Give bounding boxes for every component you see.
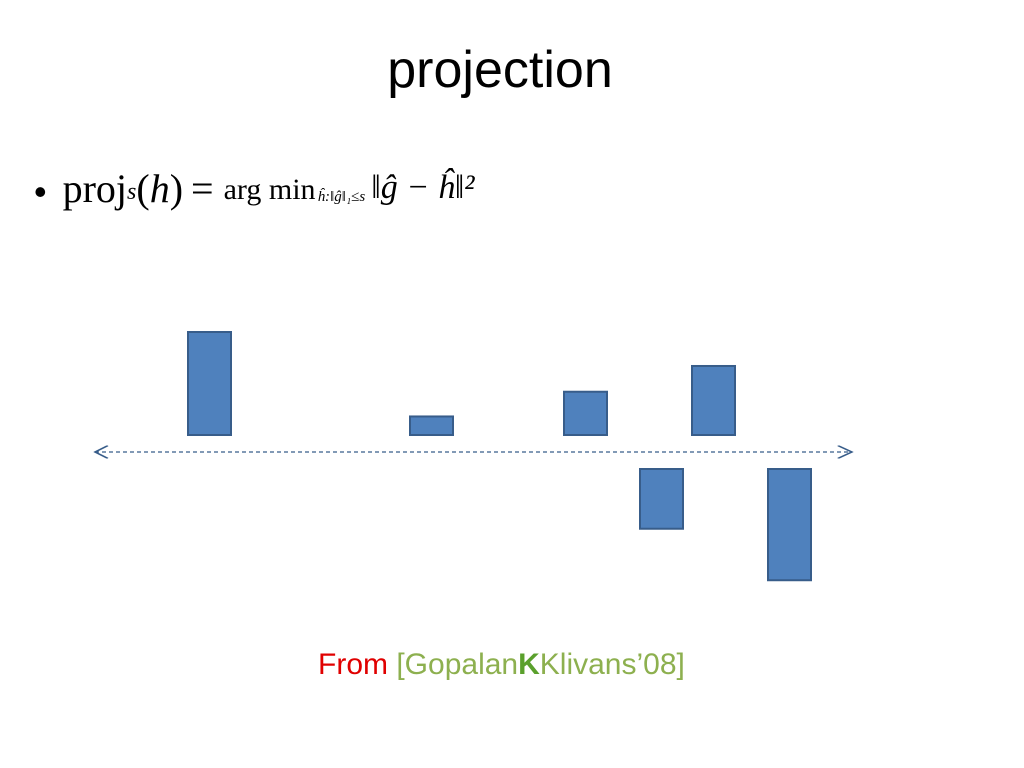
norm-expression: ‖ĝ − ĥ‖² bbox=[371, 169, 475, 206]
projection-formula: • proj s ( h ) = arg min ĥ:‖ĝ‖₁≤s ‖ĝ − ĥ… bbox=[34, 165, 474, 225]
bar-3 bbox=[563, 390, 608, 436]
citation-open: [Gopalan bbox=[396, 648, 519, 681]
bullet-dot: • bbox=[34, 171, 47, 212]
close-paren: ) bbox=[169, 166, 184, 211]
bar-1 bbox=[187, 331, 232, 436]
open-paren: ( bbox=[136, 166, 150, 211]
from-label: From bbox=[318, 648, 388, 681]
citation-bold-k: K bbox=[518, 648, 540, 681]
bar-2 bbox=[409, 415, 454, 436]
slide-title: projection bbox=[387, 41, 613, 99]
bar-5 bbox=[639, 468, 684, 530]
bar-group bbox=[187, 331, 812, 582]
bar-4 bbox=[691, 364, 736, 436]
citation: From [GopalanKKlivans’08] bbox=[318, 648, 685, 682]
citation-close: Klivans’08] bbox=[539, 648, 685, 681]
bar-6 bbox=[767, 468, 812, 582]
argmin-constraint: ĥ:‖ĝ‖₁≤s bbox=[317, 189, 366, 205]
proj-subscript: s bbox=[127, 179, 137, 205]
equals-sign: = bbox=[191, 166, 214, 211]
argmin-operator: arg min bbox=[223, 173, 316, 206]
proj-argument: h bbox=[149, 166, 170, 211]
proj-operator: proj bbox=[62, 166, 128, 211]
